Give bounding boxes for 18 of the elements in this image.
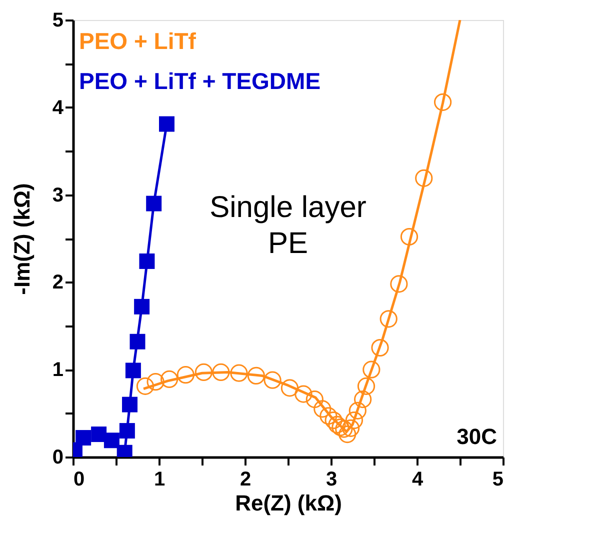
y-tick-label: 1 <box>52 359 64 382</box>
x-tick-label: 1 <box>154 468 166 490</box>
y-axis-title: -Im(Z) (kΩ) <box>9 183 34 295</box>
x-tick-label: 2 <box>240 468 252 490</box>
y-tick-label: 3 <box>52 184 64 206</box>
annotation: Single layer PE <box>210 190 366 260</box>
annotation: 30C <box>456 424 498 449</box>
x-axis-title: Re(Z) (kΩ) <box>235 490 342 516</box>
x-tick-label: 3 <box>326 468 338 490</box>
x-tick-label: 0 <box>74 468 85 490</box>
y-tick-label: 4 <box>52 96 64 119</box>
x-tick-label: 5 <box>492 468 504 490</box>
x-tick-label: 4 <box>412 468 424 490</box>
series-label: PEO + LiTf + TEGDME <box>79 68 321 94</box>
text: PEO + LiTf <box>79 28 196 54</box>
y-tick-label: 5 <box>52 10 64 32</box>
y-tick-label: 0 <box>52 446 64 468</box>
y-tick-label: 2 <box>52 272 64 294</box>
